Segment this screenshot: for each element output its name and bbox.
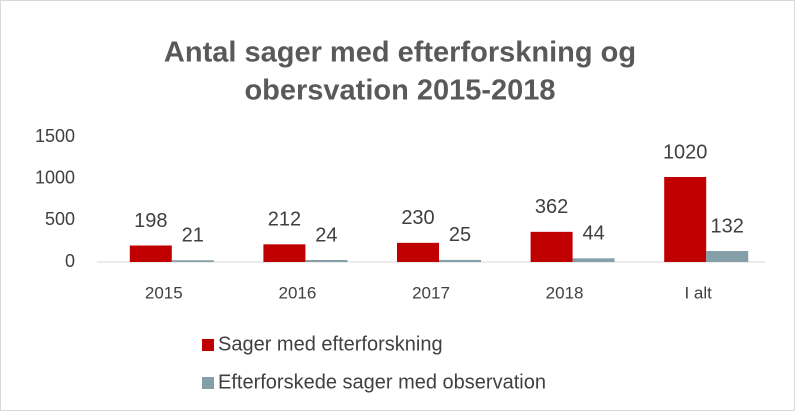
value-label: 230	[401, 207, 434, 229]
value-label: 1020	[663, 141, 708, 163]
legend-label: Sager med efterforskning	[218, 333, 443, 355]
y-tick-label: 0	[65, 251, 75, 271]
value-label: 132	[711, 215, 744, 237]
bar	[129, 245, 172, 262]
value-label: 24	[315, 224, 337, 246]
value-label: 44	[582, 223, 604, 245]
x-tick-label: 2015	[145, 283, 183, 302]
bar	[572, 258, 615, 262]
y-tick-label: 1000	[35, 167, 75, 187]
bar	[706, 251, 749, 262]
bar	[664, 177, 707, 262]
value-label: 362	[535, 196, 568, 218]
chart-title: Antal sager med efterforskning og	[164, 37, 636, 69]
x-tick-label: 2017	[412, 283, 450, 302]
x-tick-label: 2016	[278, 283, 316, 302]
legend-swatch	[202, 339, 214, 351]
bar	[305, 260, 348, 262]
y-tick-label: 1500	[35, 126, 75, 146]
chart-title: obersvation 2015-2018	[244, 75, 555, 107]
value-label: 198	[134, 210, 167, 232]
bar	[263, 244, 306, 262]
y-tick-label: 500	[45, 209, 75, 229]
legend-label: Efterforskede sager med observation	[218, 371, 546, 393]
legend-swatch	[202, 377, 214, 389]
x-tick-label: 2018	[546, 283, 584, 302]
value-label: 212	[268, 209, 301, 231]
bar	[397, 242, 439, 262]
x-tick-label: I alt	[684, 283, 712, 302]
value-label: 25	[449, 224, 471, 246]
value-label: 21	[182, 225, 204, 247]
bar	[530, 231, 573, 262]
bar	[439, 259, 481, 262]
bar	[171, 260, 214, 262]
